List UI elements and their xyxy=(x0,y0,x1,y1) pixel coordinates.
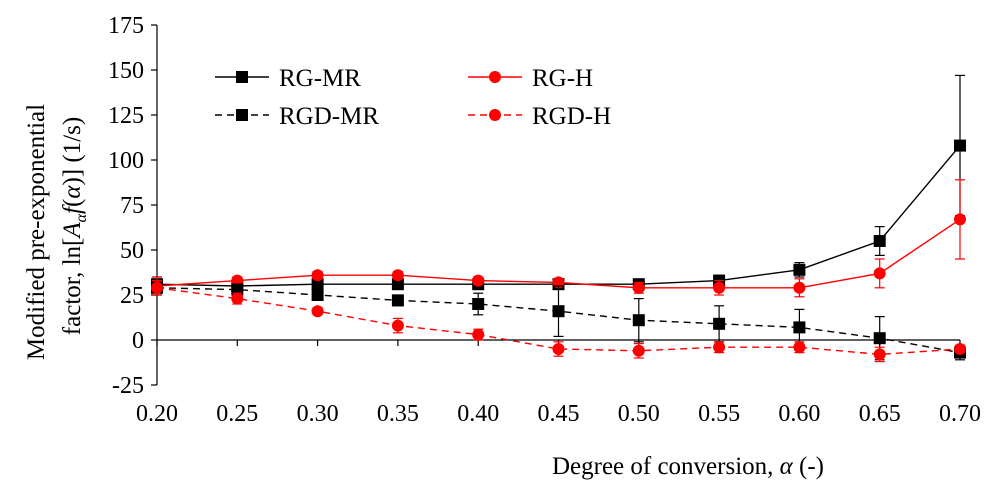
data-point xyxy=(954,343,966,355)
y-axis-label: Modified pre-exponential factor, ln[Aαf(… xyxy=(23,104,90,360)
data-point xyxy=(873,235,886,247)
legend-label: RGD-H xyxy=(532,103,611,130)
y-axis-label-line1: Modified pre-exponential xyxy=(23,104,50,360)
x-tick-label: 0.70 xyxy=(939,401,981,427)
data-point xyxy=(954,139,966,152)
x-tick-label: 0.65 xyxy=(859,401,901,427)
data-point xyxy=(793,281,806,294)
x-tick-label: 0.50 xyxy=(618,401,660,427)
data-point xyxy=(391,319,404,332)
x-tick-label: 0.25 xyxy=(216,401,258,427)
y-tick-label: 150 xyxy=(108,58,144,84)
x-tick-label: 0.30 xyxy=(297,401,339,427)
data-point xyxy=(311,278,324,291)
data-point xyxy=(311,269,324,282)
y-tick-label: 75 xyxy=(120,193,144,219)
data-point xyxy=(873,267,886,280)
x-axis-label: Degree of conversion, α (-) xyxy=(552,453,824,480)
x-tick-label: 0.20 xyxy=(136,401,178,427)
data-point xyxy=(311,305,324,318)
legend-marker xyxy=(236,109,248,121)
data-point xyxy=(713,317,726,330)
y-tick-label: 25 xyxy=(120,283,144,309)
x-tick-label: 0.60 xyxy=(778,401,820,427)
data-point xyxy=(793,263,806,276)
data-point xyxy=(713,341,726,354)
legend-marker xyxy=(489,71,501,83)
y-tick-label: 100 xyxy=(108,148,144,174)
data-point xyxy=(793,321,806,334)
legend-item-rgd-h: RGD-H xyxy=(468,103,611,130)
data-point xyxy=(472,298,485,310)
legend-marker xyxy=(236,71,248,83)
data-point xyxy=(873,348,886,361)
y-tick-label: 125 xyxy=(108,103,144,129)
data-point xyxy=(632,344,645,357)
legend-label: RG-MR xyxy=(279,65,361,92)
series-layer xyxy=(151,74,966,363)
data-point xyxy=(391,269,404,282)
series-line xyxy=(156,145,961,287)
data-point xyxy=(552,305,565,318)
y-tick-label: 0 xyxy=(132,328,144,354)
legend-label: RGD-MR xyxy=(279,103,379,130)
data-point xyxy=(472,328,485,341)
legend-item-rg-h: RG-H xyxy=(468,65,593,92)
data-point xyxy=(793,341,806,354)
legend: RG-MR RG-H RGD-MR RGD-H xyxy=(215,65,611,130)
legend-marker xyxy=(489,109,501,121)
x-tick-label: 0.45 xyxy=(538,401,580,427)
data-point xyxy=(231,292,244,305)
data-point xyxy=(873,332,886,345)
data-point xyxy=(552,343,565,355)
x-tick-label: 0.55 xyxy=(698,401,740,427)
y-axis-label-line2: factor, ln[Aαf(α)] (1/s) xyxy=(59,117,90,335)
series-line xyxy=(156,287,961,356)
x-tick-label: 0.40 xyxy=(457,401,499,427)
series-rgd-h xyxy=(151,280,966,363)
data-point xyxy=(632,314,645,327)
y-tick-label: -25 xyxy=(112,373,144,399)
data-point xyxy=(954,213,966,226)
legend-item-rgd-mr: RGD-MR xyxy=(215,103,379,130)
data-point xyxy=(713,281,726,294)
y-tick-label: 175 xyxy=(108,13,144,39)
data-point xyxy=(391,278,404,291)
series-rg-h xyxy=(151,179,966,298)
legend-label: RG-H xyxy=(532,65,593,92)
axes: -25 0 25 50 75 100 125 150 175 0.20 0.25 0.30 0.35 0.… xyxy=(108,13,981,427)
x-tick-label: 0.35 xyxy=(377,401,419,427)
data-point xyxy=(632,281,645,294)
data-point xyxy=(311,289,324,301)
legend-item-rg-mr: RG-MR xyxy=(215,65,361,92)
y-tick-label: 50 xyxy=(120,238,144,264)
data-point xyxy=(472,274,485,287)
data-point xyxy=(391,294,404,307)
data-point xyxy=(151,281,163,294)
